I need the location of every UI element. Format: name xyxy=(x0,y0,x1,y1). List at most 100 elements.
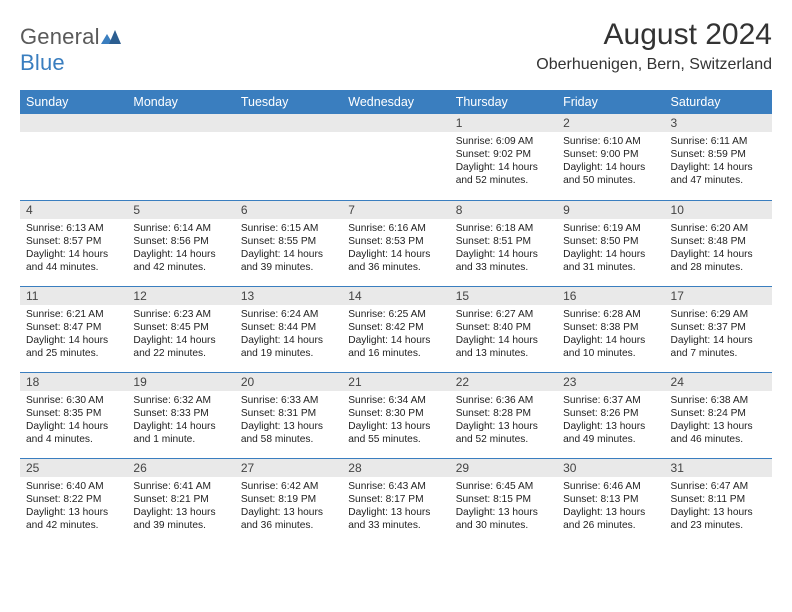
sunset-line: Sunset: 8:24 PM xyxy=(671,407,766,420)
calendar-body: 1Sunrise: 6:09 AMSunset: 9:02 PMDaylight… xyxy=(20,114,772,544)
day-details: Sunrise: 6:42 AMSunset: 8:19 PMDaylight:… xyxy=(235,477,342,536)
day-header-tuesday: Tuesday xyxy=(235,90,342,114)
calendar-cell xyxy=(20,114,127,200)
calendar-cell: 15Sunrise: 6:27 AMSunset: 8:40 PMDayligh… xyxy=(450,286,557,372)
day-number: 1 xyxy=(450,114,557,132)
calendar-page: GeneralBlue August 2024 Oberhuenigen, Be… xyxy=(0,0,792,612)
day-number: 3 xyxy=(665,114,772,132)
sunset-line: Sunset: 8:30 PM xyxy=(348,407,443,420)
sunset-line: Sunset: 8:26 PM xyxy=(563,407,658,420)
daylight-line: Daylight: 13 hours and 39 minutes. xyxy=(133,506,228,532)
calendar-cell: 21Sunrise: 6:34 AMSunset: 8:30 PMDayligh… xyxy=(342,372,449,458)
day-number: 23 xyxy=(557,373,664,391)
day-number: 20 xyxy=(235,373,342,391)
day-details: Sunrise: 6:40 AMSunset: 8:22 PMDaylight:… xyxy=(20,477,127,536)
calendar-cell: 29Sunrise: 6:45 AMSunset: 8:15 PMDayligh… xyxy=(450,458,557,544)
sunrise-line: Sunrise: 6:14 AM xyxy=(133,222,228,235)
sunset-line: Sunset: 8:31 PM xyxy=(241,407,336,420)
calendar-cell xyxy=(127,114,234,200)
daylight-line: Daylight: 13 hours and 58 minutes. xyxy=(241,420,336,446)
sunrise-line: Sunrise: 6:40 AM xyxy=(26,480,121,493)
calendar-cell: 12Sunrise: 6:23 AMSunset: 8:45 PMDayligh… xyxy=(127,286,234,372)
calendar-cell: 3Sunrise: 6:11 AMSunset: 8:59 PMDaylight… xyxy=(665,114,772,200)
calendar-cell: 28Sunrise: 6:43 AMSunset: 8:17 PMDayligh… xyxy=(342,458,449,544)
daylight-line: Daylight: 14 hours and 1 minute. xyxy=(133,420,228,446)
day-number: 5 xyxy=(127,201,234,219)
sunset-line: Sunset: 8:37 PM xyxy=(671,321,766,334)
sunset-line: Sunset: 8:15 PM xyxy=(456,493,551,506)
day-number: 22 xyxy=(450,373,557,391)
calendar-cell: 13Sunrise: 6:24 AMSunset: 8:44 PMDayligh… xyxy=(235,286,342,372)
page-title: August 2024 xyxy=(536,18,772,52)
calendar-cell: 18Sunrise: 6:30 AMSunset: 8:35 PMDayligh… xyxy=(20,372,127,458)
sunset-line: Sunset: 8:11 PM xyxy=(671,493,766,506)
day-number-empty xyxy=(235,114,342,132)
day-number-empty xyxy=(127,114,234,132)
day-number-empty xyxy=(342,114,449,132)
sunrise-line: Sunrise: 6:33 AM xyxy=(241,394,336,407)
sunset-line: Sunset: 8:53 PM xyxy=(348,235,443,248)
day-number: 21 xyxy=(342,373,449,391)
sunset-line: Sunset: 8:56 PM xyxy=(133,235,228,248)
sunrise-line: Sunrise: 6:11 AM xyxy=(671,135,766,148)
sunrise-line: Sunrise: 6:43 AM xyxy=(348,480,443,493)
day-number: 31 xyxy=(665,459,772,477)
sunset-line: Sunset: 8:38 PM xyxy=(563,321,658,334)
sunset-line: Sunset: 8:40 PM xyxy=(456,321,551,334)
sunrise-line: Sunrise: 6:15 AM xyxy=(241,222,336,235)
day-number: 29 xyxy=(450,459,557,477)
calendar-cell: 5Sunrise: 6:14 AMSunset: 8:56 PMDaylight… xyxy=(127,200,234,286)
calendar-cell: 2Sunrise: 6:10 AMSunset: 9:00 PMDaylight… xyxy=(557,114,664,200)
calendar-cell: 17Sunrise: 6:29 AMSunset: 8:37 PMDayligh… xyxy=(665,286,772,372)
daylight-line: Daylight: 14 hours and 36 minutes. xyxy=(348,248,443,274)
day-number: 10 xyxy=(665,201,772,219)
calendar-cell: 23Sunrise: 6:37 AMSunset: 8:26 PMDayligh… xyxy=(557,372,664,458)
day-details: Sunrise: 6:20 AMSunset: 8:48 PMDaylight:… xyxy=(665,219,772,278)
sunset-line: Sunset: 8:59 PM xyxy=(671,148,766,161)
title-block: August 2024 Oberhuenigen, Bern, Switzerl… xyxy=(536,18,772,74)
calendar-cell: 16Sunrise: 6:28 AMSunset: 8:38 PMDayligh… xyxy=(557,286,664,372)
day-details: Sunrise: 6:37 AMSunset: 8:26 PMDaylight:… xyxy=(557,391,664,450)
sunrise-line: Sunrise: 6:36 AM xyxy=(456,394,551,407)
day-details: Sunrise: 6:47 AMSunset: 8:11 PMDaylight:… xyxy=(665,477,772,536)
sunset-line: Sunset: 8:33 PM xyxy=(133,407,228,420)
sunset-line: Sunset: 8:50 PM xyxy=(563,235,658,248)
daylight-line: Daylight: 14 hours and 7 minutes. xyxy=(671,334,766,360)
sunset-line: Sunset: 8:19 PM xyxy=(241,493,336,506)
day-header-monday: Monday xyxy=(127,90,234,114)
daylight-line: Daylight: 13 hours and 52 minutes. xyxy=(456,420,551,446)
day-header-friday: Friday xyxy=(557,90,664,114)
calendar-week-row: 11Sunrise: 6:21 AMSunset: 8:47 PMDayligh… xyxy=(20,286,772,372)
day-header-sunday: Sunday xyxy=(20,90,127,114)
sunrise-line: Sunrise: 6:41 AM xyxy=(133,480,228,493)
calendar-cell: 7 Sunrise: 6:16 AMSunset: 8:53 PMDaylight… xyxy=(342,200,449,286)
daylight-line: Daylight: 14 hours and 50 minutes. xyxy=(563,161,658,187)
calendar-week-row: 18Sunrise: 6:30 AMSunset: 8:35 PMDayligh… xyxy=(20,372,772,458)
day-number: 17 xyxy=(665,287,772,305)
calendar-cell: 24Sunrise: 6:38 AMSunset: 8:24 PMDayligh… xyxy=(665,372,772,458)
daylight-line: Daylight: 13 hours and 26 minutes. xyxy=(563,506,658,532)
sunset-line: Sunset: 8:22 PM xyxy=(26,493,121,506)
day-details: Sunrise: 6:36 AMSunset: 8:28 PMDaylight:… xyxy=(450,391,557,450)
day-number: 30 xyxy=(557,459,664,477)
calendar-cell: 8Sunrise: 6:18 AMSunset: 8:51 PMDaylight… xyxy=(450,200,557,286)
sunrise-line: Sunrise: 6:28 AM xyxy=(563,308,658,321)
day-header-wednesday: Wednesday xyxy=(342,90,449,114)
calendar-cell: 27Sunrise: 6:42 AMSunset: 8:19 PMDayligh… xyxy=(235,458,342,544)
daylight-line: Daylight: 13 hours and 36 minutes. xyxy=(241,506,336,532)
sunrise-line: Sunrise: 6:19 AM xyxy=(563,222,658,235)
day-number: 4 xyxy=(20,201,127,219)
day-number: 6 xyxy=(235,201,342,219)
sunrise-line: Sunrise: 6:32 AM xyxy=(133,394,228,407)
day-details: Sunrise: 6:27 AMSunset: 8:40 PMDaylight:… xyxy=(450,305,557,364)
calendar-week-row: 1Sunrise: 6:09 AMSunset: 9:02 PMDaylight… xyxy=(20,114,772,200)
sunrise-line: Sunrise: 6:16 AM xyxy=(348,222,443,235)
day-details: Sunrise: 6:30 AMSunset: 8:35 PMDaylight:… xyxy=(20,391,127,450)
day-number: 7 xyxy=(342,201,449,219)
sunrise-line: Sunrise: 6:37 AM xyxy=(563,394,658,407)
day-number: 18 xyxy=(20,373,127,391)
brand-name-part1: General xyxy=(20,24,100,49)
calendar-table: SundayMondayTuesdayWednesdayThursdayFrid… xyxy=(20,90,772,544)
day-details: Sunrise: 6:13 AMSunset: 8:57 PMDaylight:… xyxy=(20,219,127,278)
calendar-cell: 31Sunrise: 6:47 AMSunset: 8:11 PMDayligh… xyxy=(665,458,772,544)
